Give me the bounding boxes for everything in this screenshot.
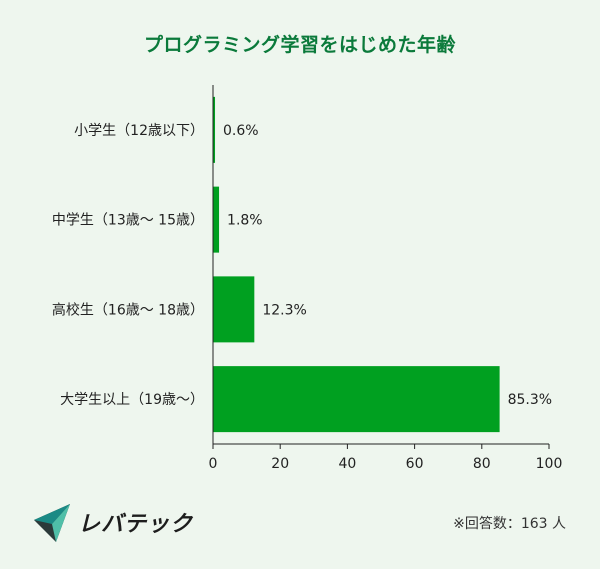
category-label: 中学生（13歳〜 15歳） (52, 213, 204, 229)
category-label: 高校生（16歳〜 18歳） (52, 301, 204, 318)
bar (213, 96, 216, 163)
x-tick-label: 60 (406, 456, 424, 472)
bar-chart: 小学生（12歳以下） 0.6% 中学生（13歳〜 15歳） 1.8% 高校生（16歳〜 … (52, 85, 563, 472)
x-tick-label: 100 (536, 456, 563, 472)
response-count-note: ※回答数：163 人 (453, 516, 566, 532)
bar (213, 366, 500, 433)
category-label: 大学生以上（19歳〜） (60, 392, 204, 408)
logo-text: レバテック (78, 512, 194, 537)
x-tick-label: 20 (271, 456, 289, 472)
x-tick-label: 40 (338, 456, 356, 472)
x-tick-label: 80 (473, 456, 491, 472)
bar (213, 186, 220, 253)
bar (213, 276, 255, 343)
data-label: 0.6% (223, 123, 259, 139)
category-label: 小学生（12歳以下） (74, 123, 204, 139)
data-label: 85.3% (508, 392, 552, 408)
chart-title: プログラミング学習をはじめた年齢 (143, 34, 456, 56)
data-label: 1.8% (227, 213, 263, 229)
data-label: 12.3% (262, 302, 306, 318)
logo-mark-icon (34, 504, 70, 542)
x-tick-label: 0 (209, 456, 218, 472)
logo: レバテック (32, 500, 193, 544)
